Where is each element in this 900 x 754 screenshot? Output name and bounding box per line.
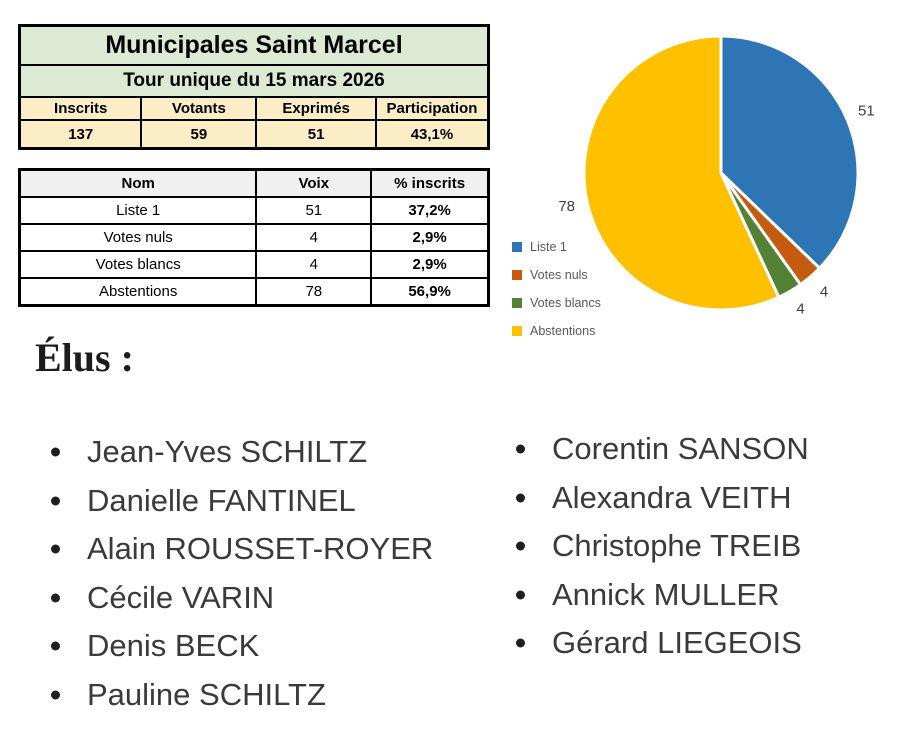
row-pct: 2,9% bbox=[370, 250, 490, 279]
list-item: Annick MULLER bbox=[514, 571, 809, 620]
results-header-voix: Voix bbox=[255, 168, 373, 198]
legend-item-abstentions: Abstentions bbox=[512, 323, 601, 338]
list-item: Corentin SANSON bbox=[514, 425, 809, 474]
row-name: Abstentions bbox=[18, 277, 258, 307]
list-item: Denis BECK bbox=[49, 622, 433, 671]
row-name: Votes blancs bbox=[18, 250, 258, 279]
pie-data-label: 51 bbox=[858, 102, 875, 119]
list-item: Alain ROUSSET-ROYER bbox=[49, 525, 433, 574]
elus-list-left: Jean-Yves SCHILTZ Danielle FANTINEL Alai… bbox=[49, 428, 433, 719]
summary-title: Municipales Saint Marcel bbox=[18, 24, 490, 66]
row-voix: 51 bbox=[255, 196, 373, 225]
results-header-nom: Nom bbox=[18, 168, 258, 198]
legend-item-votes-blancs: Votes blancs bbox=[512, 295, 601, 310]
pie-data-label: 78 bbox=[558, 198, 575, 215]
row-pct: 2,9% bbox=[370, 223, 490, 252]
row-name: Votes nuls bbox=[18, 223, 258, 252]
row-name: Liste 1 bbox=[18, 196, 258, 225]
summary-subtitle: Tour unique du 15 mars 2026 bbox=[18, 64, 490, 98]
legend-swatch-votes-blancs bbox=[512, 297, 522, 308]
list-item: Gérard LIEGEOIS bbox=[514, 619, 809, 668]
row-pct: 37,2% bbox=[370, 196, 490, 225]
legend-label: Liste 1 bbox=[530, 239, 567, 254]
legend-item-liste-1: Liste 1 bbox=[512, 239, 601, 254]
summary-value-exprimes: 51 bbox=[255, 119, 377, 150]
summary-value-inscrits: 137 bbox=[18, 119, 143, 150]
list-item: Danielle FANTINEL bbox=[49, 477, 433, 526]
legend-label: Abstentions bbox=[530, 323, 596, 338]
list-item: Alexandra VEITH bbox=[514, 474, 809, 523]
legend-label: Votes nuls bbox=[530, 267, 588, 282]
legend-swatch-votes-nuls bbox=[512, 269, 522, 280]
list-item: Pauline SCHILTZ bbox=[49, 671, 433, 720]
summary-header-inscrits: Inscrits bbox=[18, 96, 143, 121]
pie-data-label: 4 bbox=[820, 284, 828, 301]
row-voix: 4 bbox=[255, 223, 373, 252]
summary-value-participation: 43,1% bbox=[374, 119, 490, 150]
legend-label: Votes blancs bbox=[530, 295, 601, 310]
summary-header-exprimes: Exprimés bbox=[255, 96, 377, 121]
elus-list-right: Corentin SANSON Alexandra VEITH Christop… bbox=[514, 425, 809, 668]
table-row: Votes nuls 4 2,9% bbox=[18, 223, 490, 252]
results-header-pct: % inscrits bbox=[370, 168, 490, 198]
list-item: Christophe TREIB bbox=[514, 522, 809, 571]
pie-data-label: 4 bbox=[796, 300, 804, 317]
row-voix: 78 bbox=[255, 277, 373, 307]
legend-swatch-liste-1 bbox=[512, 241, 522, 252]
row-pct: 56,9% bbox=[370, 277, 490, 307]
results-table: Nom Voix % inscrits Liste 1 51 37,2% Vot… bbox=[18, 168, 490, 307]
row-voix: 4 bbox=[255, 250, 373, 279]
summary-table: Municipales Saint Marcel Tour unique du … bbox=[18, 24, 490, 150]
legend-swatch-abstentions bbox=[512, 325, 522, 336]
list-item: Cécile VARIN bbox=[49, 574, 433, 623]
pie-slice-liste-1 bbox=[719, 34, 860, 270]
elus-heading: Élus : bbox=[35, 335, 134, 380]
pie-slice-abstentions bbox=[582, 34, 781, 312]
chart-legend: Liste 1 Votes nuls Votes blancs Abstenti… bbox=[512, 240, 601, 352]
table-row: Votes blancs 4 2,9% bbox=[18, 250, 490, 279]
pie-chart: 51 44 78 bbox=[558, 34, 875, 317]
list-item: Jean-Yves SCHILTZ bbox=[49, 428, 433, 477]
summary-header-participation: Participation bbox=[374, 96, 490, 121]
legend-item-votes-nuls: Votes nuls bbox=[512, 267, 601, 282]
table-row: Liste 1 51 37,2% bbox=[18, 196, 490, 225]
summary-header-votants: Votants bbox=[140, 96, 258, 121]
summary-value-votants: 59 bbox=[140, 119, 258, 150]
table-row: Abstentions 78 56,9% bbox=[18, 277, 490, 307]
